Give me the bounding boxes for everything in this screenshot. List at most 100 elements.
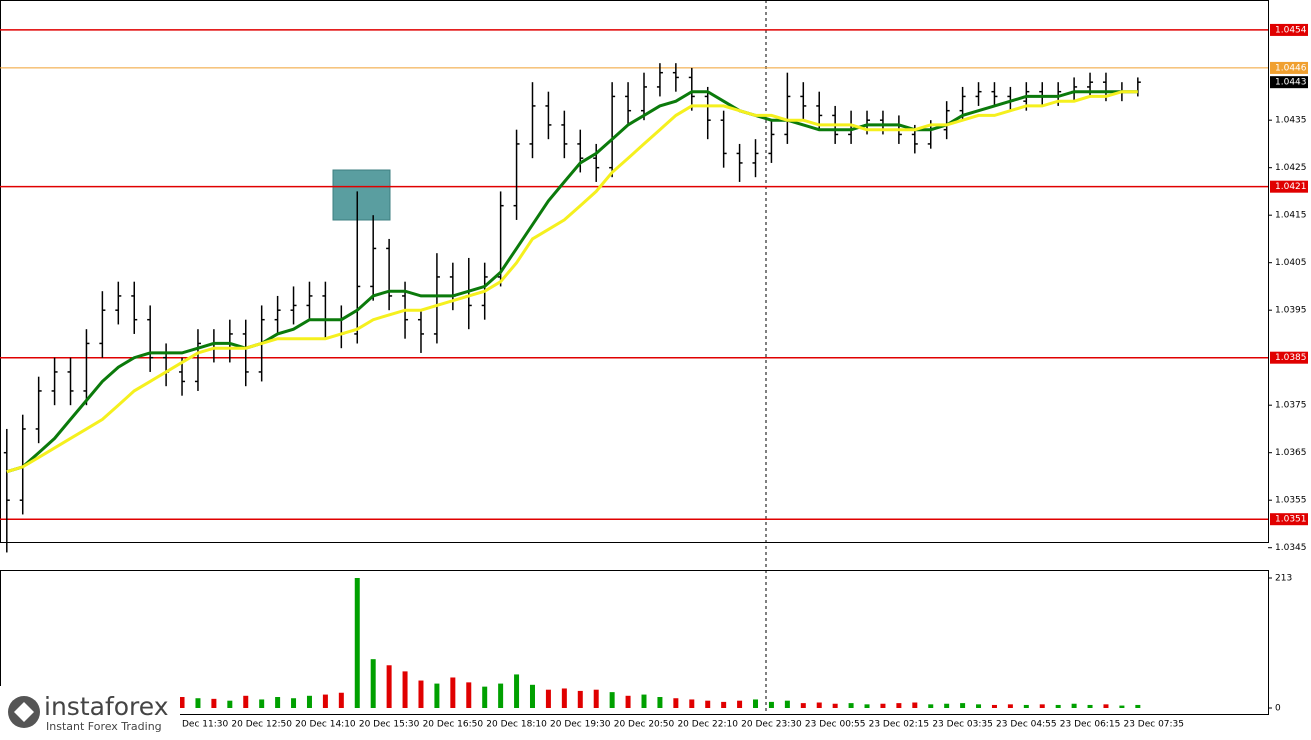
logo: instaforex Instant Forex Trading <box>0 686 180 736</box>
volume-bar <box>338 692 344 708</box>
volume-bar <box>291 698 297 708</box>
level-label-bg <box>1270 23 1308 36</box>
level-label: 1.0351 <box>1275 515 1307 525</box>
volume-bar <box>1023 704 1029 708</box>
y-tick-label: 1.0415 <box>1275 211 1307 221</box>
volume-bar <box>1087 704 1093 708</box>
x-tick-label: 23 Dec 00:55 <box>805 720 866 730</box>
highlight-box <box>332 169 391 221</box>
volume-bar <box>211 698 217 708</box>
volume-bar <box>609 692 615 708</box>
volume-bar <box>896 703 902 708</box>
x-tick-label: 20 Dec 23:30 <box>741 720 802 730</box>
y-tick-label: 0 <box>1275 704 1281 714</box>
level-label-bg <box>1270 351 1308 364</box>
volume-bar <box>593 689 599 708</box>
volume-bar <box>354 578 360 708</box>
volume-bar <box>466 682 472 708</box>
volume-bar <box>322 694 328 708</box>
level-label: 1.0385 <box>1275 353 1307 363</box>
x-tick-label: 20 Dec 11:30 <box>168 720 229 730</box>
volume-bar <box>816 702 822 708</box>
y-tick-label: 1.0435 <box>1275 116 1307 126</box>
x-tick-label: 20 Dec 20:50 <box>614 720 675 730</box>
volume-panel <box>0 570 1269 715</box>
y-tick-label: 1.0375 <box>1275 401 1307 411</box>
volume-bar <box>227 700 233 708</box>
volume-bar <box>912 702 918 708</box>
volume-bar <box>561 688 567 708</box>
volume-bar <box>179 697 185 708</box>
volume-bar <box>418 680 424 708</box>
volume-bar <box>306 695 312 708</box>
volume-bar <box>1135 704 1141 708</box>
volume-bar <box>577 690 583 708</box>
volume-bar <box>1103 704 1109 708</box>
x-tick-label: 23 Dec 06:15 <box>1060 720 1121 730</box>
volume-bar <box>641 694 647 708</box>
x-tick-label: 20 Dec 14:10 <box>295 720 356 730</box>
volume-bar <box>928 704 934 708</box>
volume-bar <box>848 703 854 708</box>
x-tick-label: 23 Dec 07:35 <box>1123 720 1184 730</box>
volume-bar <box>991 704 997 708</box>
volume-bar <box>705 700 711 708</box>
y-tick-label: 1.0345 <box>1275 543 1307 553</box>
volume-bar <box>689 699 695 708</box>
volume-bar <box>450 677 456 708</box>
logo-name: instaforex <box>44 692 169 721</box>
x-tick-label: 23 Dec 03:35 <box>932 720 993 730</box>
volume-bar <box>498 683 504 708</box>
volume-bar <box>259 699 265 708</box>
volume-bar <box>976 704 982 708</box>
volume-bar <box>784 700 790 708</box>
volume-bar <box>1119 705 1125 708</box>
volume-bar <box>721 701 727 708</box>
bid-label-bg <box>1270 76 1308 89</box>
level-label-bg <box>1270 180 1308 193</box>
volume-bar <box>960 703 966 708</box>
volume-bar <box>434 683 440 708</box>
ma-line <box>6 90 1138 474</box>
y-tick-label: 213 <box>1275 574 1292 584</box>
volume-bar <box>1055 704 1061 708</box>
volume-bar <box>1007 704 1013 708</box>
ask-label: 1.0446 <box>1275 63 1307 73</box>
volume-bar <box>768 701 774 708</box>
volume-bar <box>195 698 201 708</box>
x-tick-label: 23 Dec 04:55 <box>996 720 1057 730</box>
volume-bar <box>514 674 520 708</box>
volume-bar <box>1039 704 1045 708</box>
logo-tagline: Instant Forex Trading <box>46 720 162 733</box>
volume-bar <box>880 703 886 708</box>
x-tick-label: 20 Dec 15:30 <box>359 720 420 730</box>
x-tick-label: 20 Dec 18:10 <box>486 720 547 730</box>
level-label: 1.0421 <box>1275 182 1307 192</box>
y-tick-label: 1.0395 <box>1275 306 1307 316</box>
y-tick-label: 1.0365 <box>1275 448 1307 458</box>
bid-label: 1.0443 <box>1275 78 1307 88</box>
volume-bar <box>402 671 408 708</box>
y-tick-label: 1.0405 <box>1275 258 1307 268</box>
volume-bar <box>1071 703 1077 708</box>
volume-bar <box>545 689 551 708</box>
volume-bar <box>673 698 679 708</box>
volume-bar <box>832 703 838 708</box>
volume-bar <box>800 703 806 708</box>
volume-bar <box>370 659 376 708</box>
volume-bar <box>657 697 663 708</box>
y-tick-label: 1.0425 <box>1275 163 1307 173</box>
x-tick-label: 20 Dec 16:50 <box>423 720 484 730</box>
level-label: 1.0454 <box>1275 25 1307 35</box>
ma-line <box>6 90 1138 474</box>
price-panel <box>0 0 1269 543</box>
x-tick-label: 23 Dec 02:15 <box>869 720 930 730</box>
x-tick-label: 20 Dec 22:10 <box>677 720 738 730</box>
volume-bar <box>482 686 488 708</box>
y-tick-label: 1.0355 <box>1275 496 1307 506</box>
volume-bar <box>275 697 281 708</box>
ask-label-bg <box>1270 61 1308 74</box>
x-tick-label: 20 Dec 19:30 <box>550 720 611 730</box>
volume-bar <box>737 700 743 708</box>
